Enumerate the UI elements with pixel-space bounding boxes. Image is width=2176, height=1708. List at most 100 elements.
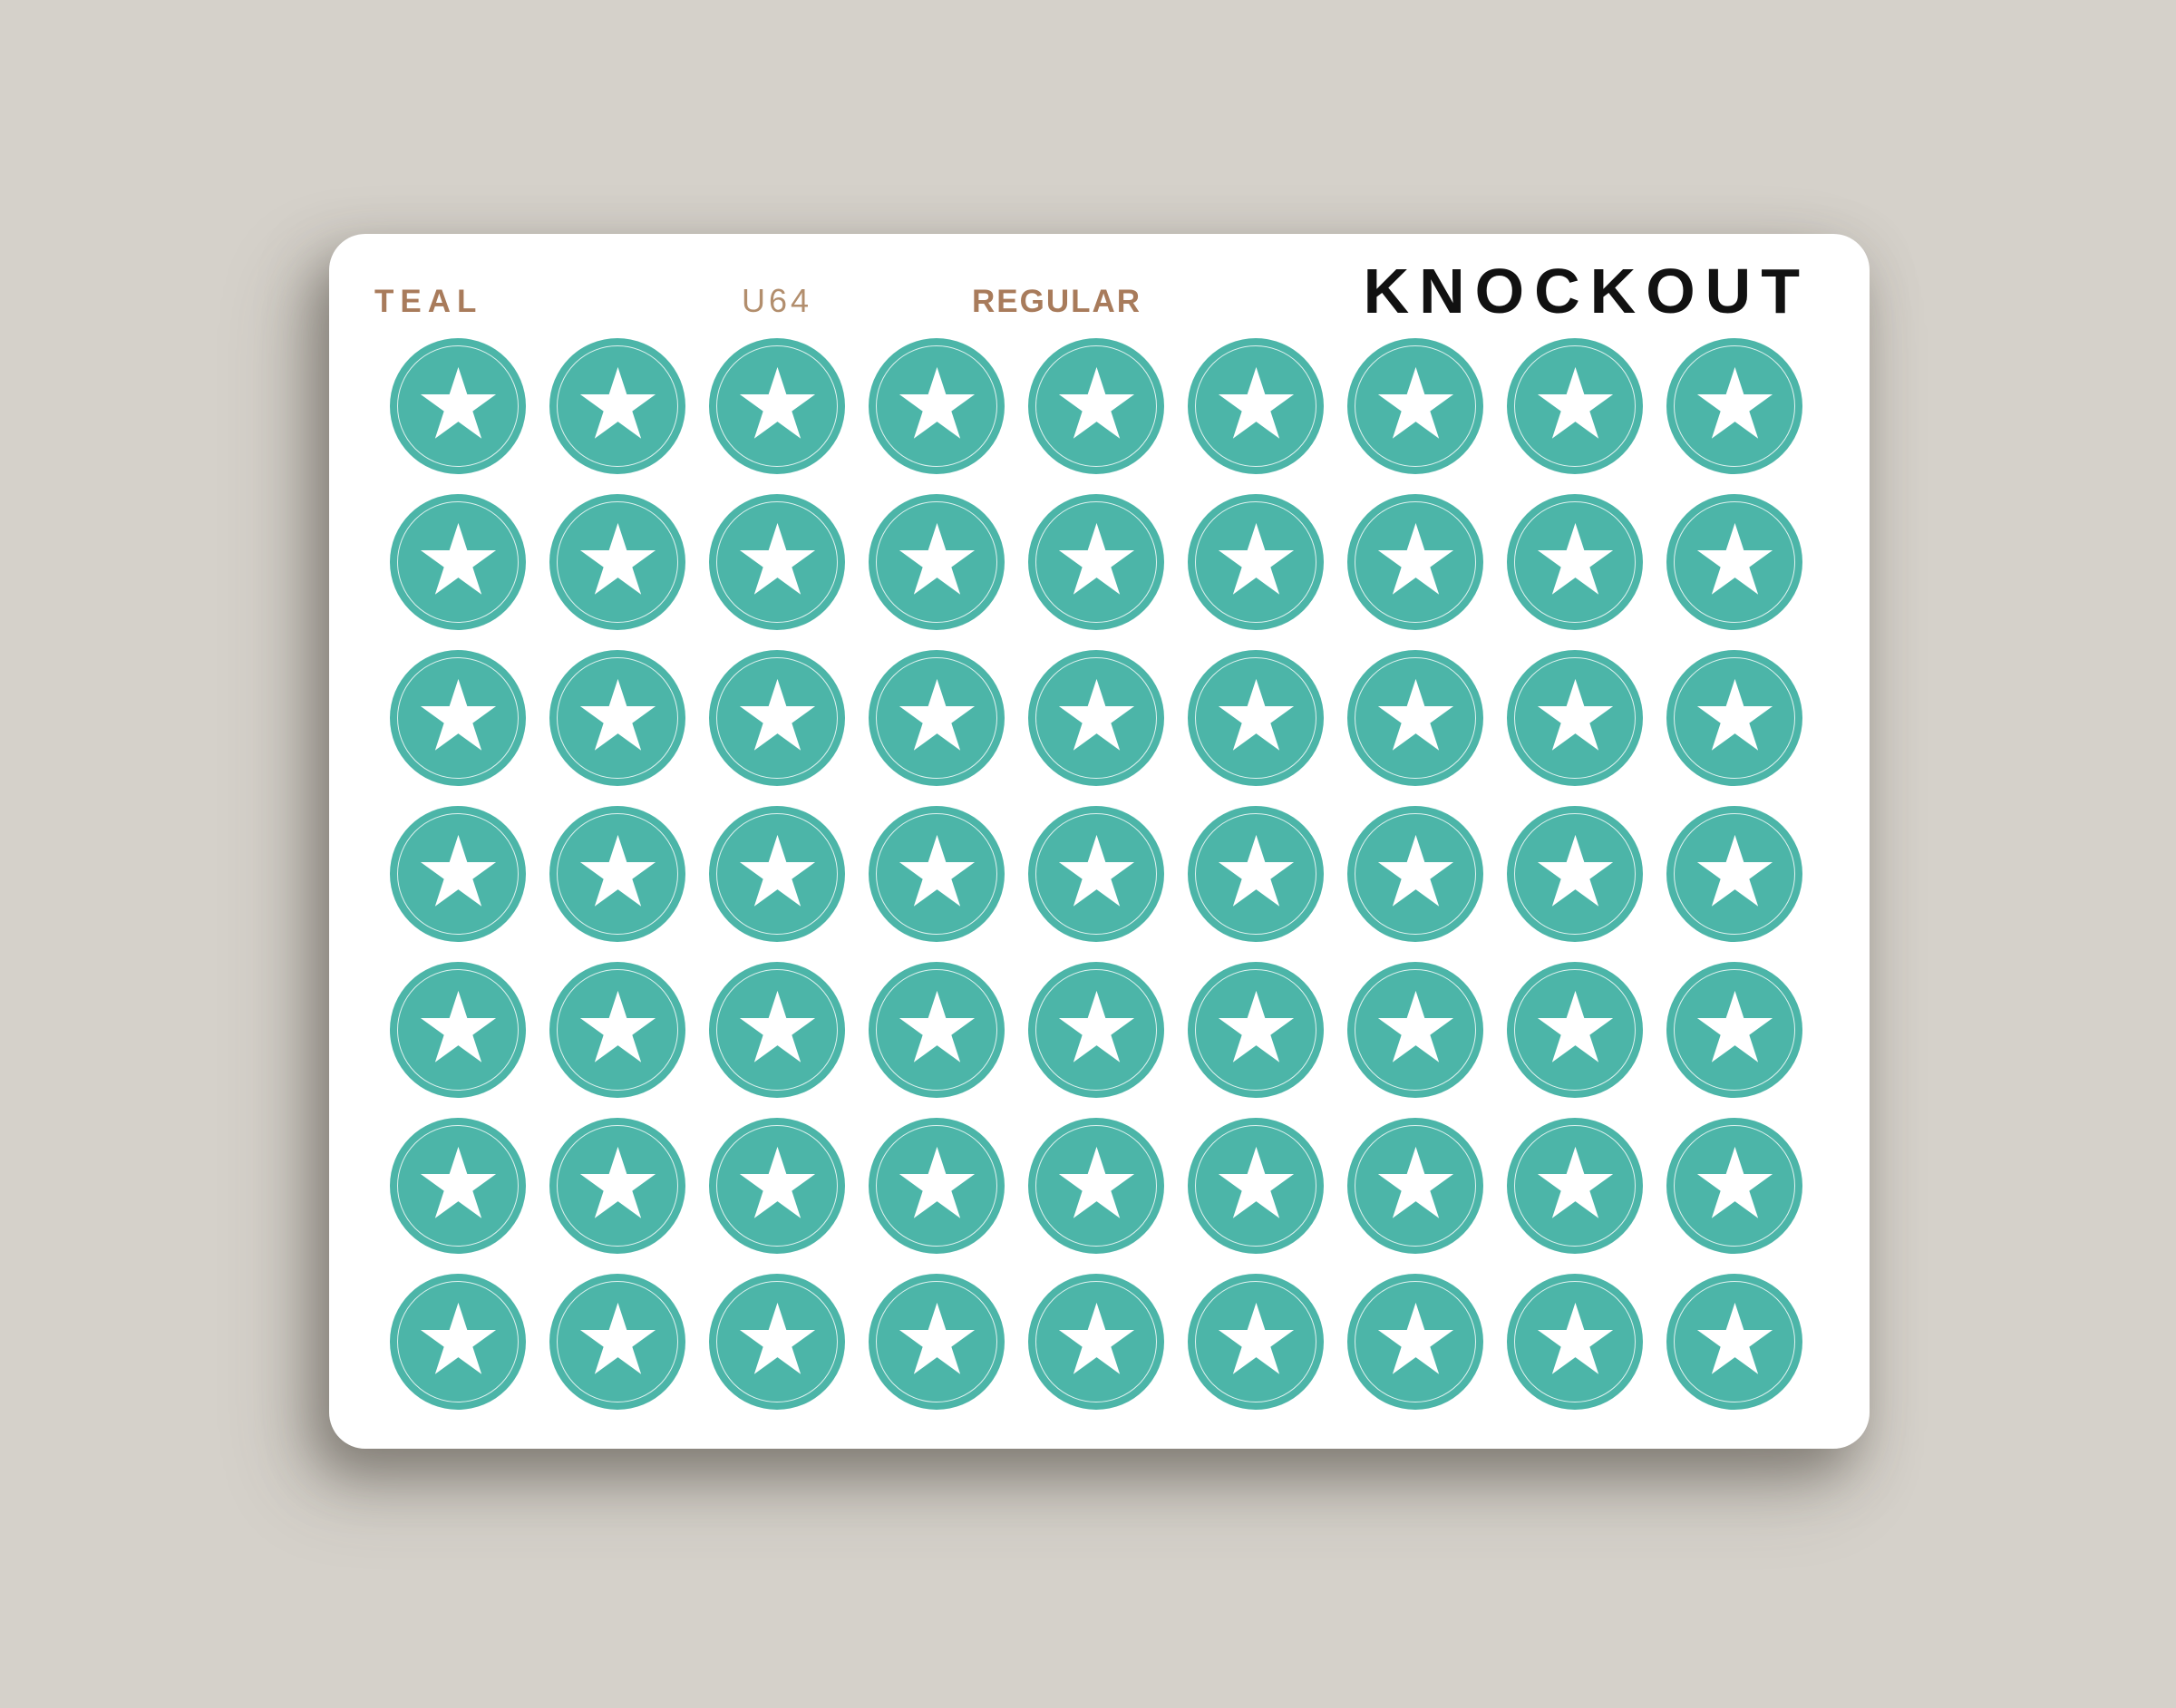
star-icon xyxy=(1377,366,1453,439)
star-icon xyxy=(899,834,975,907)
sticker xyxy=(390,1274,526,1410)
star-icon xyxy=(420,366,496,439)
sticker xyxy=(1666,338,1802,474)
star-icon xyxy=(1218,1302,1294,1374)
star-icon xyxy=(579,366,656,439)
sticker xyxy=(1347,1274,1483,1410)
star-icon xyxy=(1218,834,1294,907)
star-icon xyxy=(1377,522,1453,595)
star-icon xyxy=(1696,522,1773,595)
sticker xyxy=(1028,1118,1164,1254)
star-icon xyxy=(420,1302,496,1374)
sticker xyxy=(1507,494,1643,630)
sticker xyxy=(1347,962,1483,1098)
sticker xyxy=(1666,962,1802,1098)
sticker-sheet: TEAL U64 REGULAR KNOCKOUT xyxy=(329,234,1870,1449)
star-icon xyxy=(1377,678,1453,751)
star-icon xyxy=(1377,1146,1453,1218)
star-icon xyxy=(1696,834,1773,907)
sticker xyxy=(709,650,845,786)
star-icon xyxy=(1058,990,1134,1063)
sticker xyxy=(390,494,526,630)
sticker xyxy=(549,650,685,786)
star-icon xyxy=(1218,366,1294,439)
sticker xyxy=(869,1274,1005,1410)
sticker xyxy=(1028,1274,1164,1410)
star-icon xyxy=(579,834,656,907)
sticker xyxy=(869,650,1005,786)
star-icon xyxy=(739,990,815,1063)
sticker-grid xyxy=(390,338,1802,1410)
sticker xyxy=(549,494,685,630)
star-icon xyxy=(1377,834,1453,907)
sticker xyxy=(390,338,526,474)
star-icon xyxy=(899,678,975,751)
sku-label: U64 xyxy=(742,282,813,319)
star-icon xyxy=(1537,1146,1613,1218)
sticker xyxy=(549,1118,685,1254)
star-icon xyxy=(1696,990,1773,1063)
sticker xyxy=(390,1118,526,1254)
star-icon xyxy=(1696,1146,1773,1218)
sticker xyxy=(1347,650,1483,786)
sticker xyxy=(1188,650,1324,786)
star-icon xyxy=(579,1302,656,1374)
star-icon xyxy=(1058,678,1134,751)
star-icon xyxy=(1058,522,1134,595)
star-icon xyxy=(579,678,656,751)
star-icon xyxy=(579,990,656,1063)
sticker xyxy=(1028,806,1164,942)
sticker xyxy=(1188,338,1324,474)
sticker xyxy=(1347,494,1483,630)
sticker xyxy=(1188,1118,1324,1254)
sticker xyxy=(1028,338,1164,474)
sticker xyxy=(1188,494,1324,630)
star-icon xyxy=(579,522,656,595)
sticker xyxy=(1507,1274,1643,1410)
star-icon xyxy=(1377,1302,1453,1374)
star-icon xyxy=(420,1146,496,1218)
sticker xyxy=(549,338,685,474)
sticker xyxy=(869,338,1005,474)
sticker xyxy=(1028,962,1164,1098)
sticker xyxy=(1507,962,1643,1098)
star-icon xyxy=(739,366,815,439)
sticker xyxy=(1347,338,1483,474)
sticker xyxy=(1188,806,1324,942)
sticker xyxy=(390,962,526,1098)
color-name-label: TEAL xyxy=(374,284,483,319)
star-icon xyxy=(1537,522,1613,595)
star-icon xyxy=(420,834,496,907)
sticker xyxy=(549,962,685,1098)
star-icon xyxy=(1537,834,1613,907)
star-icon xyxy=(420,678,496,751)
star-icon xyxy=(420,522,496,595)
star-icon xyxy=(1218,522,1294,595)
sticker xyxy=(709,1118,845,1254)
sticker xyxy=(1666,494,1802,630)
star-icon xyxy=(1537,1302,1613,1374)
sticker xyxy=(1666,1274,1802,1410)
sticker xyxy=(1666,1118,1802,1254)
star-icon xyxy=(1058,834,1134,907)
sticker xyxy=(869,1118,1005,1254)
sticker xyxy=(549,1274,685,1410)
sticker xyxy=(1188,962,1324,1098)
sticker xyxy=(709,806,845,942)
star-icon xyxy=(739,678,815,751)
star-icon xyxy=(899,990,975,1063)
star-icon xyxy=(1058,1302,1134,1374)
star-icon xyxy=(739,1146,815,1218)
sticker xyxy=(1666,806,1802,942)
sticker xyxy=(869,806,1005,942)
star-icon xyxy=(579,1146,656,1218)
brand-logo: KNOCKOUT xyxy=(1363,256,1810,326)
star-icon xyxy=(1537,366,1613,439)
star-icon xyxy=(1537,990,1613,1063)
sticker xyxy=(1188,1274,1324,1410)
star-icon xyxy=(1058,1146,1134,1218)
star-icon xyxy=(1218,990,1294,1063)
star-icon xyxy=(420,990,496,1063)
sticker xyxy=(709,494,845,630)
